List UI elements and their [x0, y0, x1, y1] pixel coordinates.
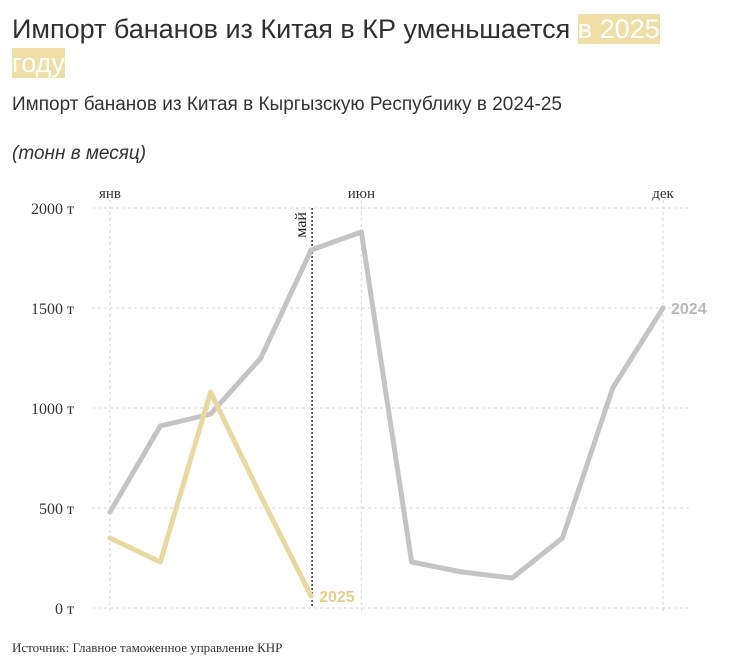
data-point-2024 — [308, 247, 314, 253]
y-tick-label: 2000 т — [31, 201, 74, 218]
x-tick-label: июн — [348, 186, 375, 202]
chart-subtitle: Импорт бананов из Китая в Кыргызскую Рес… — [12, 94, 562, 115]
data-point-2024 — [559, 535, 565, 541]
data-point-2024 — [157, 423, 163, 429]
series-line-2024 — [107, 229, 666, 581]
unit-note: (тонн в месяц) — [12, 143, 147, 164]
source-note: Источник: Главное таможенное управление … — [12, 640, 283, 655]
data-point-2024 — [107, 509, 113, 515]
annotation-label: май — [293, 212, 310, 238]
y-tick-label: 1000 т — [31, 401, 74, 418]
data-point-2024 — [660, 305, 666, 311]
series-label-2025: 2025 — [319, 589, 355, 606]
data-point-2025 — [107, 535, 113, 541]
chart-title: Импорт бананов из Китая в КР уменьшается… — [12, 12, 712, 80]
data-point-2024 — [208, 411, 214, 417]
data-point-2024 — [509, 575, 515, 581]
y-tick-label: 500 т — [39, 501, 74, 518]
data-point-2025 — [208, 389, 214, 395]
data-point-2024 — [459, 569, 465, 575]
data-point-2025 — [157, 559, 163, 565]
data-point-2024 — [358, 229, 364, 235]
data-point-2025 — [258, 493, 264, 499]
title-main: Импорт бананов из Китая в КР уменьшается — [12, 14, 578, 44]
data-point-2024 — [258, 355, 264, 361]
series-line-2025 — [107, 389, 314, 599]
x-tick-label: дек — [652, 186, 674, 202]
y-tick-label: 0 т — [55, 601, 74, 618]
x-tick-label: янв — [99, 186, 121, 202]
data-point-2024 — [610, 385, 616, 391]
data-point-2025 — [308, 593, 314, 599]
data-point-2024 — [409, 559, 415, 565]
y-tick-label: 1500 т — [31, 301, 74, 318]
series-label-2024: 2024 — [671, 301, 707, 318]
